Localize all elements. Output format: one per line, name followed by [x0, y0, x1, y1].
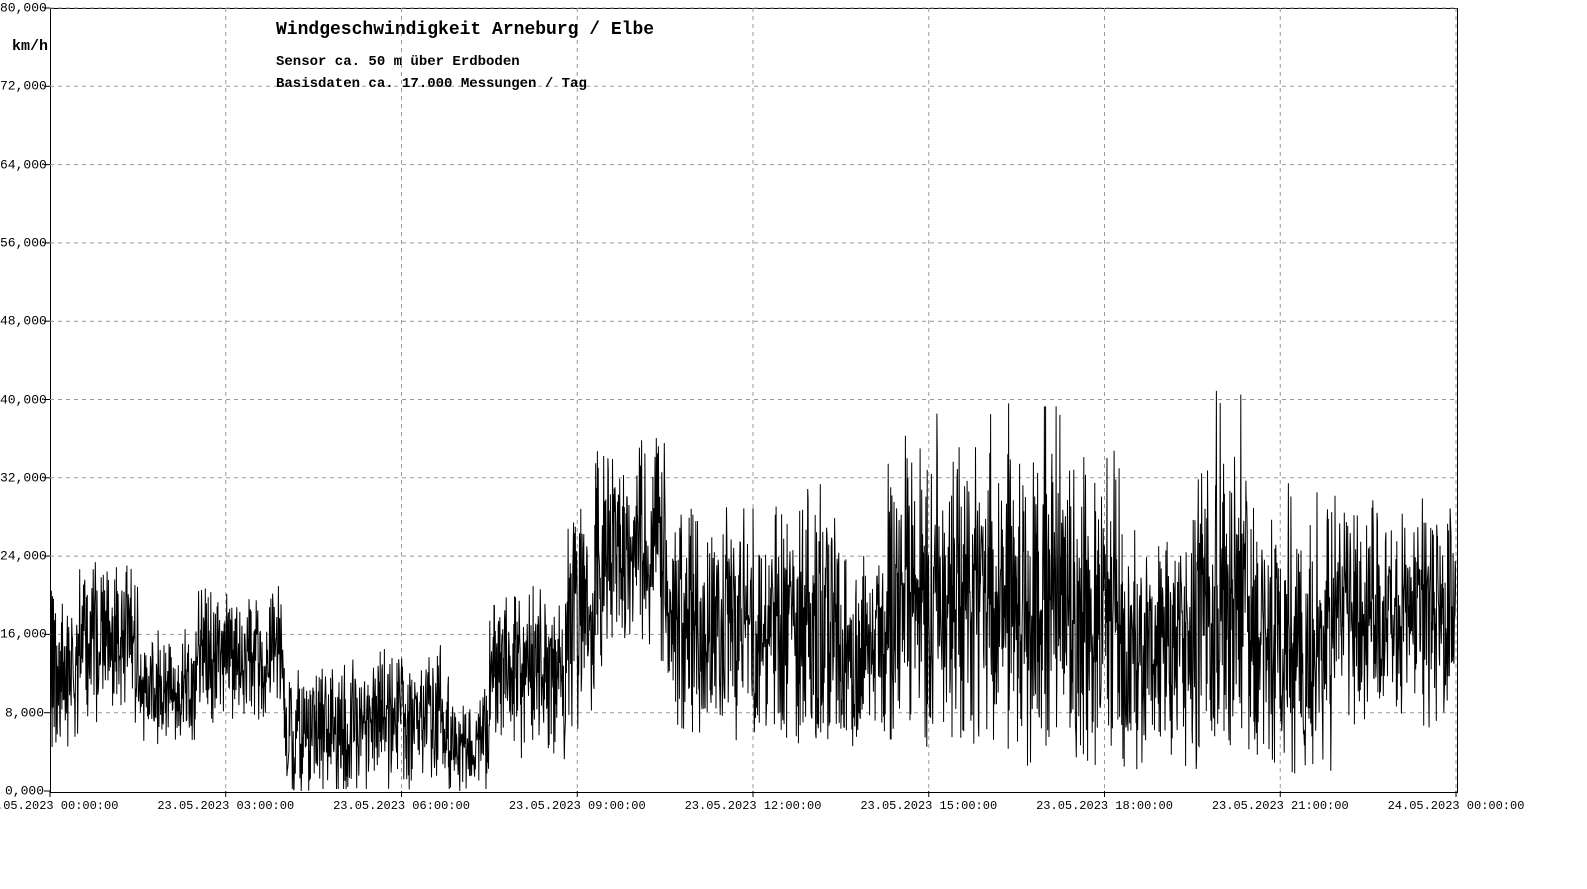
y-tick-label: 32,000	[0, 470, 44, 485]
x-tick-label: 23.05.2023 00:00:00	[0, 799, 118, 813]
x-tick-label: 24.05.2023 00:00:00	[1388, 799, 1525, 813]
chart-subtitle-2: Basisdaten ca. 17.000 Messungen / Tag	[276, 76, 587, 92]
y-tick-label: 80,000	[0, 1, 44, 16]
y-tick-label: 8,000	[0, 705, 44, 720]
x-tick-label: 23.05.2023 06:00:00	[333, 799, 470, 813]
y-tick-label: 16,000	[0, 627, 44, 642]
y-tick-label: 48,000	[0, 314, 44, 329]
y-tick-label: 72,000	[0, 79, 44, 94]
y-tick-label: 56,000	[0, 235, 44, 250]
x-tick-label: 23.05.2023 18:00:00	[1036, 799, 1173, 813]
y-tick-label: 64,000	[0, 157, 44, 172]
x-tick-label: 23.05.2023 15:00:00	[860, 799, 997, 813]
y-tick-label: 24,000	[0, 549, 44, 564]
x-tick-label: 23.05.2023 12:00:00	[685, 799, 822, 813]
y-tick-label: 0,000	[0, 784, 44, 799]
x-tick-label: 23.05.2023 21:00:00	[1212, 799, 1349, 813]
x-tick-label: 23.05.2023 09:00:00	[509, 799, 646, 813]
y-tick-label: 40,000	[0, 392, 44, 407]
chart-container: km/h Windgeschwindigkeit Arneburg / Elbe…	[0, 0, 1587, 889]
chart-svg	[0, 0, 1587, 889]
chart-subtitle-1: Sensor ca. 50 m über Erdboden	[276, 54, 520, 70]
chart-title: Windgeschwindigkeit Arneburg / Elbe	[276, 20, 654, 40]
y-axis-unit: km/h	[12, 38, 48, 55]
x-tick-label: 23.05.2023 03:00:00	[157, 799, 294, 813]
